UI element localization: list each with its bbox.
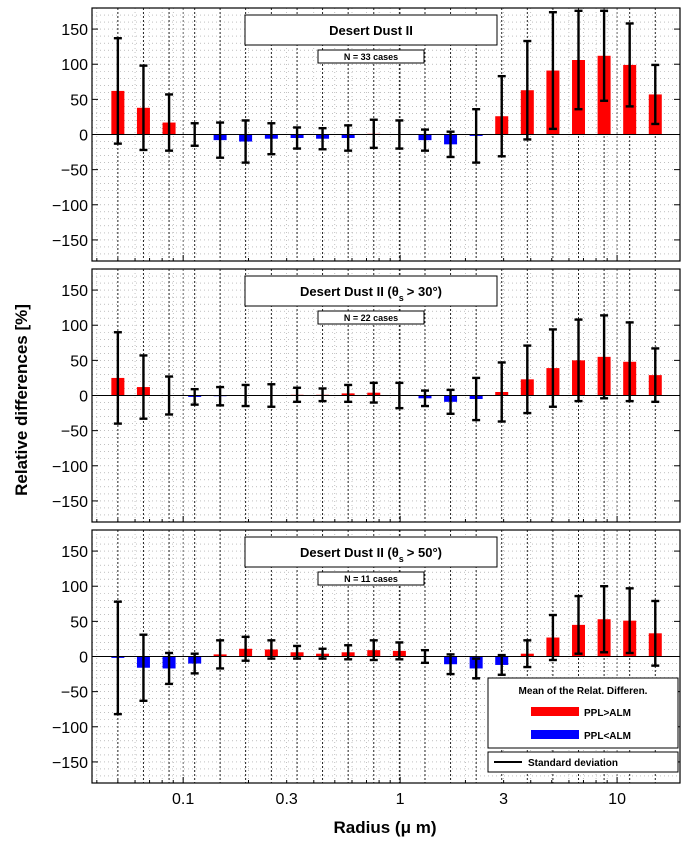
x-tick-label: 10	[608, 791, 626, 808]
y-tick-label: 150	[61, 283, 88, 300]
x-tick-label: 0.3	[276, 791, 298, 808]
y-tick-label: −50	[61, 685, 88, 702]
y-tick-label: 100	[61, 318, 88, 335]
legend-label-std: Standard deviation	[528, 758, 618, 769]
cases-label: N = 11 cases	[344, 574, 398, 584]
y-axis-label: Relative differences [%]	[12, 304, 31, 496]
y-tick-label: −150	[52, 494, 88, 511]
y-tick-label: −150	[52, 233, 88, 250]
x-tick-label: 1	[396, 791, 405, 808]
panel-title: Desert Dust II (θs > 30°)	[300, 284, 442, 303]
y-tick-label: −100	[52, 198, 88, 215]
y-tick-label: 100	[61, 579, 88, 596]
panel-title-box	[244, 14, 498, 46]
cases-box	[317, 310, 425, 325]
panel-title-box	[244, 536, 498, 568]
legend-box	[487, 677, 679, 749]
chart-panel-1: −150 −100 −50 0 50 100 150 Desert Dust II N = 33…	[52, 7, 681, 262]
cases-box	[317, 49, 425, 64]
y-tick-label: 100	[61, 57, 88, 74]
legend: Mean of the Relat. Differen. PPL>ALM PPL<A…	[487, 677, 679, 773]
legend-title: Mean of the Relat. Differen.	[519, 686, 648, 697]
y-tick-label: −100	[52, 720, 88, 737]
x-axis-label: Radius (μ m)	[334, 818, 437, 837]
y-tick-label: 50	[70, 614, 88, 631]
panel-title-box	[244, 275, 498, 307]
y-tick-label: −50	[61, 163, 88, 180]
cases-label: N = 33 cases	[344, 52, 398, 62]
y-tick-label: 0	[79, 650, 88, 667]
y-tick-label: 0	[79, 389, 88, 406]
y-tick-label: 50	[70, 353, 88, 370]
y-tick-label: 0	[79, 128, 88, 145]
cases-label: N = 22 cases	[344, 313, 398, 323]
panel-title: Desert Dust II	[329, 23, 413, 38]
y-tick-label: −50	[61, 424, 88, 441]
y-tick-label: −100	[52, 459, 88, 476]
legend-label-ppl-gt-alm: PPL>ALM	[584, 708, 631, 719]
cases-box	[317, 571, 425, 586]
x-tick-label: 0.1	[172, 791, 194, 808]
y-tick-label: 50	[70, 92, 88, 109]
legend-swatch-ppl-lt-alm	[531, 730, 579, 739]
y-tick-label: 150	[61, 544, 88, 561]
y-tick-label: 150	[61, 22, 88, 39]
legend-std-box	[487, 751, 679, 773]
legend-swatch-ppl-gt-alm	[531, 707, 579, 716]
legend-label-ppl-lt-alm: PPL<ALM	[584, 731, 631, 742]
chart-panel-2: −150 −100 −50 0 50 100 150 Desert Dust II (θs > …	[52, 268, 681, 523]
panel-title: Desert Dust II (θs > 50°)	[300, 545, 442, 564]
x-tick-label: 3	[499, 791, 508, 808]
y-tick-label: −150	[52, 755, 88, 772]
